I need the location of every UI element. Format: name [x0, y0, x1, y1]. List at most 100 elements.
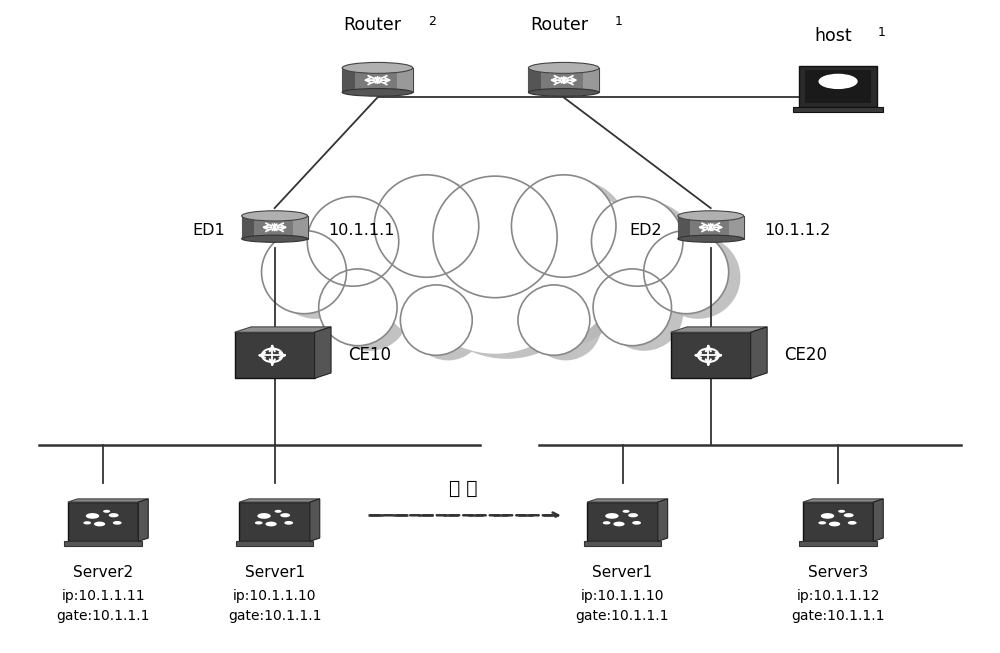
Ellipse shape	[511, 175, 616, 278]
Circle shape	[560, 78, 567, 82]
Polygon shape	[138, 499, 148, 541]
Ellipse shape	[628, 513, 638, 517]
Bar	[342, 68, 355, 92]
Bar	[793, 107, 883, 112]
Ellipse shape	[530, 200, 660, 328]
Ellipse shape	[593, 269, 672, 345]
Polygon shape	[658, 499, 668, 541]
Bar	[729, 216, 744, 239]
Text: host: host	[814, 27, 852, 45]
Ellipse shape	[379, 229, 493, 341]
Ellipse shape	[605, 274, 683, 351]
Bar	[528, 68, 599, 92]
Polygon shape	[587, 502, 658, 541]
Ellipse shape	[433, 176, 557, 298]
Bar	[805, 70, 871, 103]
Ellipse shape	[497, 229, 611, 341]
Text: 10.1.1.2: 10.1.1.2	[765, 223, 831, 238]
Polygon shape	[68, 499, 148, 502]
Text: 10.1.1.1: 10.1.1.1	[328, 223, 395, 238]
Ellipse shape	[844, 513, 854, 517]
Text: Server3: Server3	[808, 565, 868, 581]
Circle shape	[374, 78, 381, 82]
Bar	[242, 216, 308, 239]
Ellipse shape	[508, 234, 623, 346]
Ellipse shape	[530, 290, 602, 360]
Ellipse shape	[86, 513, 99, 518]
Ellipse shape	[257, 513, 271, 518]
Ellipse shape	[613, 522, 625, 526]
Ellipse shape	[523, 180, 628, 282]
Ellipse shape	[342, 89, 413, 96]
Ellipse shape	[405, 178, 585, 354]
Ellipse shape	[353, 200, 484, 328]
Text: gate:10.1.1.1: gate:10.1.1.1	[576, 609, 669, 623]
Bar	[236, 541, 313, 546]
Text: gate:10.1.1.1: gate:10.1.1.1	[791, 609, 885, 623]
Polygon shape	[671, 332, 751, 378]
Polygon shape	[671, 327, 767, 332]
Ellipse shape	[265, 522, 277, 526]
Bar	[678, 216, 690, 239]
Text: Server1: Server1	[245, 565, 305, 581]
Ellipse shape	[386, 180, 491, 282]
Bar	[584, 541, 661, 546]
Ellipse shape	[821, 513, 834, 518]
Text: 1: 1	[615, 14, 623, 27]
Bar	[528, 68, 541, 92]
Ellipse shape	[655, 236, 740, 319]
Ellipse shape	[280, 513, 290, 517]
Polygon shape	[235, 332, 315, 378]
Ellipse shape	[113, 521, 122, 525]
Text: gate:10.1.1.1: gate:10.1.1.1	[228, 609, 321, 623]
Ellipse shape	[518, 285, 590, 355]
Ellipse shape	[307, 197, 399, 286]
Ellipse shape	[818, 521, 826, 524]
Polygon shape	[587, 499, 668, 502]
Ellipse shape	[818, 74, 858, 89]
Ellipse shape	[319, 202, 410, 291]
Bar	[583, 68, 599, 92]
Bar	[799, 66, 877, 107]
Ellipse shape	[284, 521, 293, 525]
Ellipse shape	[273, 236, 358, 319]
Text: ED1: ED1	[193, 223, 226, 238]
Bar	[342, 68, 413, 92]
Bar	[397, 68, 413, 92]
Text: CE20: CE20	[784, 346, 827, 364]
Text: ip:10.1.1.11: ip:10.1.1.11	[61, 589, 145, 603]
Ellipse shape	[242, 235, 308, 242]
Ellipse shape	[528, 63, 599, 73]
Ellipse shape	[678, 211, 744, 221]
Ellipse shape	[518, 195, 649, 323]
Ellipse shape	[605, 513, 619, 518]
Ellipse shape	[255, 521, 263, 524]
Ellipse shape	[848, 521, 857, 525]
Ellipse shape	[528, 89, 599, 96]
Text: Server2: Server2	[73, 565, 133, 581]
Text: Router: Router	[344, 16, 402, 34]
Text: ip:10.1.1.10: ip:10.1.1.10	[581, 589, 664, 603]
Ellipse shape	[400, 285, 472, 355]
Circle shape	[707, 225, 714, 229]
Ellipse shape	[374, 175, 479, 278]
Text: CE10: CE10	[348, 346, 391, 364]
Text: Server1: Server1	[592, 565, 653, 581]
Text: ip:10.1.1.10: ip:10.1.1.10	[233, 589, 316, 603]
Polygon shape	[310, 499, 320, 541]
Polygon shape	[239, 499, 320, 502]
Ellipse shape	[342, 63, 413, 73]
Ellipse shape	[94, 522, 105, 526]
Text: 1: 1	[877, 25, 885, 39]
Polygon shape	[315, 327, 331, 378]
Ellipse shape	[838, 510, 845, 513]
Bar	[242, 216, 254, 239]
Text: ip:10.1.1.12: ip:10.1.1.12	[796, 589, 880, 603]
Bar	[799, 541, 877, 546]
Ellipse shape	[412, 290, 484, 360]
Polygon shape	[803, 499, 883, 502]
Bar	[678, 216, 744, 239]
Ellipse shape	[242, 211, 308, 221]
Bar	[293, 216, 308, 239]
Ellipse shape	[109, 513, 119, 517]
